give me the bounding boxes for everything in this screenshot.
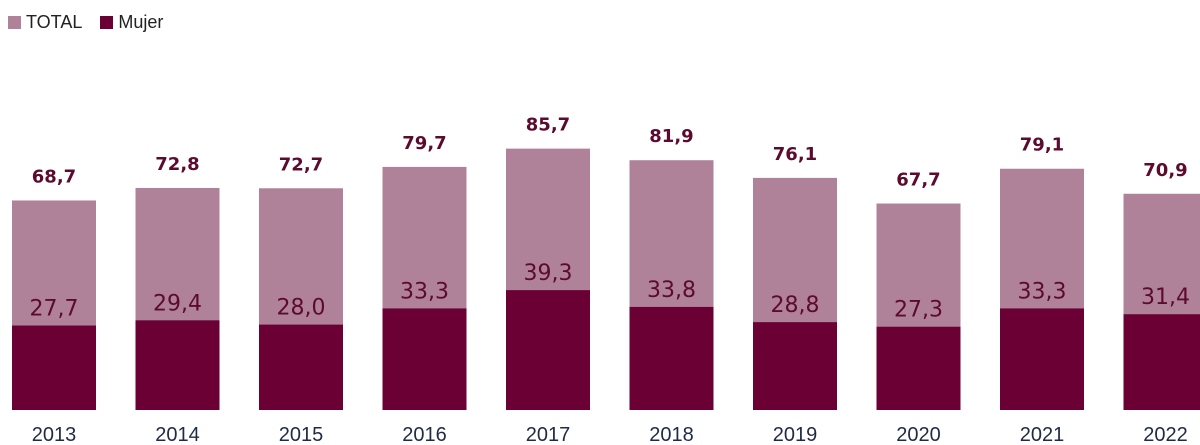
label-mujer-2020: 27,3	[894, 298, 943, 323]
label-mujer-2021: 33,3	[1018, 279, 1067, 304]
bar-mujer-2016	[382, 308, 467, 410]
label-total-2018: 81,9	[649, 126, 693, 147]
x-tick-2020: 2020	[896, 424, 941, 445]
label-mujer-2016: 33,3	[400, 279, 449, 304]
mujer-bars	[12, 290, 1200, 410]
x-tick-2022: 2022	[1143, 424, 1188, 445]
x-axis-ticks: 2013 2014 2015 2016 2017 2018 2019 2020 2021 2022	[32, 424, 1188, 445]
label-total-2014: 72,8	[155, 154, 199, 175]
x-tick-2019: 2019	[773, 424, 818, 445]
label-total-2016: 79,7	[402, 133, 446, 154]
x-tick-2014: 2014	[155, 424, 200, 445]
label-mujer-2018: 33,8	[647, 278, 696, 303]
legend-swatch-mujer	[100, 15, 114, 29]
label-mujer-2022: 31,4	[1141, 285, 1190, 310]
x-tick-2013: 2013	[32, 424, 77, 445]
x-tick-2021: 2021	[1020, 424, 1065, 445]
label-total-2019: 76,1	[773, 144, 817, 165]
chart-legend: TOTAL Mujer	[8, 8, 163, 36]
bar-mujer-2019	[753, 322, 837, 410]
label-total-2020: 67,7	[896, 170, 940, 191]
label-total-2022: 70,9	[1143, 160, 1187, 181]
total-value-labels: 68,7 72,8 72,7 79,7 85,7 81,9 76,1 67,7 79,1 70,9	[32, 115, 1188, 191]
legend-swatch-total	[8, 15, 21, 29]
label-mujer-2014: 29,4	[153, 291, 202, 316]
x-tick-2017: 2017	[526, 424, 571, 445]
legend-label-mujer: Mujer	[118, 11, 164, 32]
label-mujer-2019: 28,8	[771, 293, 820, 318]
x-tick-2016: 2016	[402, 424, 447, 445]
mujer-value-labels: 27,7 29,4 28,0 33,3 39,3 33,8 28,8 27,3 33,3 31,4	[30, 261, 1190, 323]
label-total-2021: 79,1	[1020, 135, 1064, 156]
bar-mujer-2015	[259, 324, 343, 410]
label-mujer-2017: 39,3	[524, 261, 573, 286]
bar-mujer-2021	[1000, 308, 1084, 410]
bar-mujer-2020	[876, 326, 961, 410]
label-mujer-2015: 28,0	[277, 296, 326, 321]
label-total-2017: 85,7	[526, 115, 570, 136]
bar-mujer-2014	[135, 320, 220, 410]
x-tick-2018: 2018	[649, 424, 694, 445]
legend-item-total: TOTAL	[8, 12, 82, 33]
label-total-2015: 72,7	[279, 154, 323, 175]
legend-item-mujer: Mujer	[100, 12, 163, 33]
bar-mujer-2013	[12, 325, 96, 410]
x-tick-2015: 2015	[279, 424, 324, 445]
label-total-2013: 68,7	[32, 166, 76, 187]
legend-label-total: TOTAL	[26, 11, 83, 32]
bar-mujer-2017	[506, 290, 590, 410]
label-mujer-2013: 27,7	[30, 297, 79, 322]
bar-mujer-2022	[1123, 314, 1200, 410]
bar-mujer-2018	[629, 306, 714, 410]
